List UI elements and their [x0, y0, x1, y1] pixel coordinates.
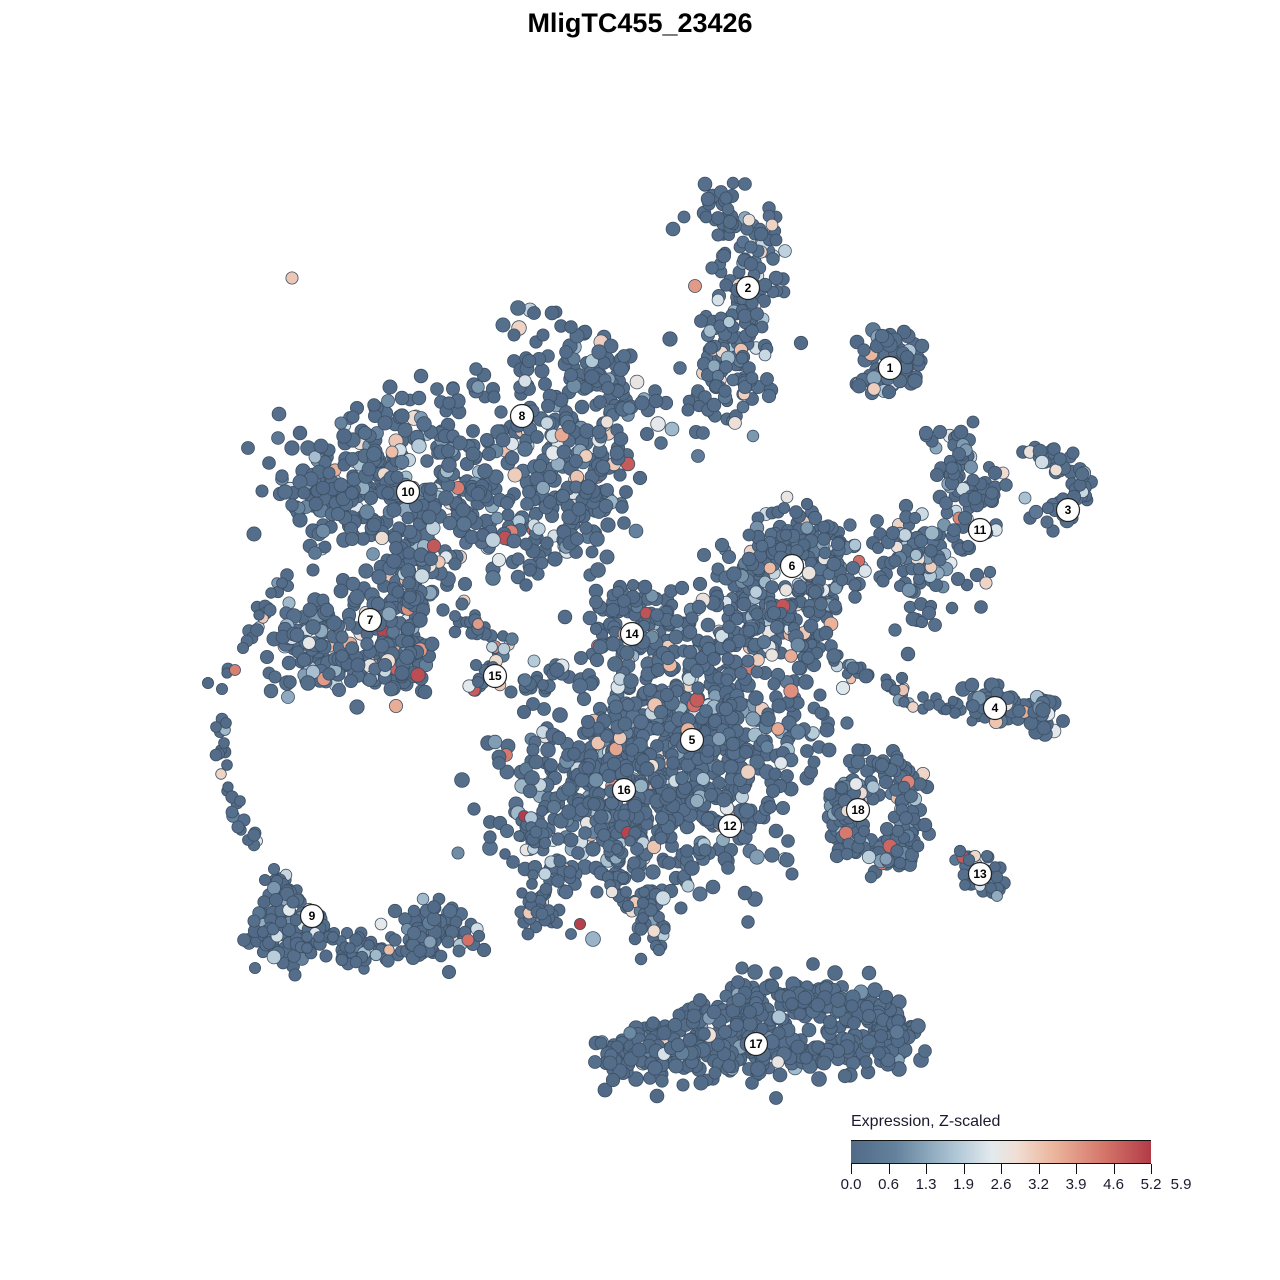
svg-text:4: 4: [992, 701, 999, 715]
svg-text:10: 10: [401, 485, 415, 499]
svg-text:6: 6: [789, 559, 796, 573]
svg-text:12: 12: [723, 819, 737, 833]
svg-text:3: 3: [1065, 503, 1072, 517]
svg-text:1: 1: [887, 361, 894, 375]
svg-text:11: 11: [974, 523, 987, 537]
svg-text:18: 18: [851, 803, 865, 817]
svg-text:7: 7: [367, 613, 374, 627]
svg-text:9: 9: [309, 909, 316, 923]
svg-text:5: 5: [689, 733, 696, 747]
svg-text:15: 15: [488, 669, 502, 683]
svg-text:2: 2: [745, 281, 752, 295]
svg-text:16: 16: [617, 783, 631, 797]
svg-text:17: 17: [749, 1037, 763, 1051]
svg-text:14: 14: [625, 627, 639, 641]
svg-text:13: 13: [973, 867, 987, 881]
svg-text:8: 8: [519, 409, 526, 423]
